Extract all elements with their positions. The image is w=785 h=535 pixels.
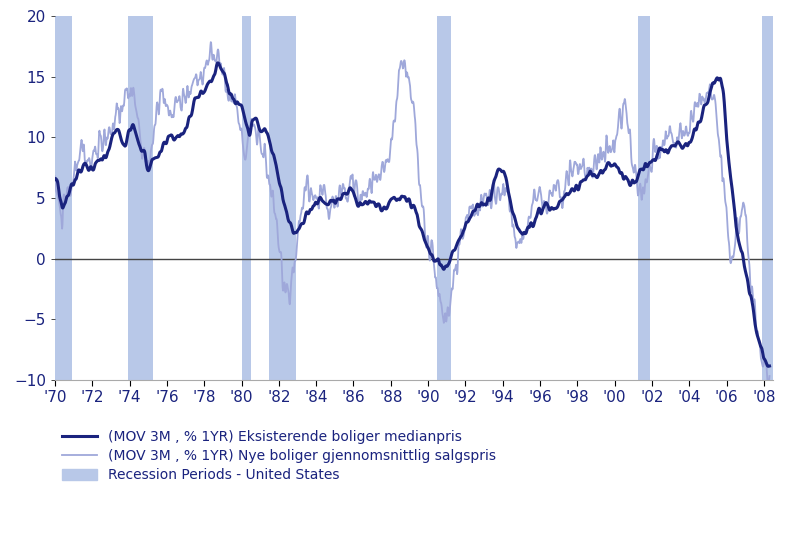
Bar (269, 16, 296, 380)
Bar (437, 16, 451, 380)
Bar (128, 16, 153, 380)
Legend: (MOV 3M , % 1YR) Eksisterende boliger medianpris, (MOV 3M , % 1YR) Nye boliger g: (MOV 3M , % 1YR) Eksisterende boliger me… (62, 430, 496, 482)
Bar (638, 16, 651, 380)
Bar (762, 16, 785, 380)
Bar (50, 16, 72, 380)
Bar (242, 16, 251, 380)
